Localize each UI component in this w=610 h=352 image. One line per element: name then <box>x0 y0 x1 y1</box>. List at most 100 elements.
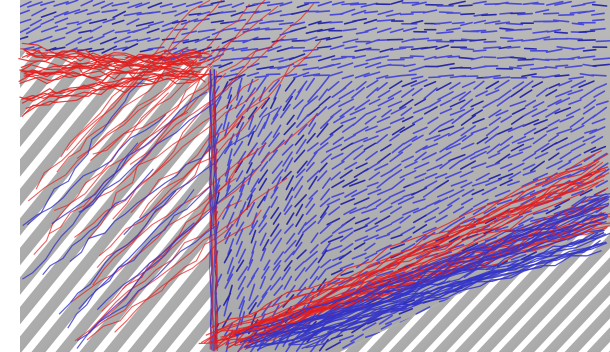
needle <box>517 137 535 145</box>
needle <box>319 197 331 208</box>
needle <box>472 118 485 124</box>
needle <box>220 58 235 62</box>
trail <box>299 232 605 341</box>
needle <box>571 47 585 51</box>
needle <box>389 28 404 34</box>
needle <box>181 30 197 36</box>
needle <box>415 145 428 154</box>
trail <box>22 114 167 227</box>
needle <box>507 162 525 172</box>
needle <box>364 331 381 339</box>
needle <box>459 160 477 170</box>
needle <box>583 146 597 154</box>
needle <box>516 63 535 67</box>
trail <box>205 174 606 336</box>
needle <box>20 0 32 8</box>
needle <box>470 56 484 61</box>
needle <box>74 9 88 15</box>
needle <box>355 81 367 91</box>
trail <box>22 142 139 280</box>
needle <box>297 123 308 136</box>
needle <box>556 128 573 135</box>
needle <box>327 235 344 243</box>
rod <box>20 50 82 352</box>
needle <box>458 4 473 7</box>
needle <box>545 205 561 215</box>
needle <box>459 217 476 225</box>
needle <box>258 107 268 118</box>
needle <box>272 212 282 225</box>
needle <box>247 131 255 146</box>
trail <box>114 205 251 333</box>
needle <box>271 237 283 254</box>
needle <box>352 17 368 23</box>
needle <box>459 98 474 110</box>
needle <box>306 132 316 144</box>
needle <box>218 47 235 52</box>
needle <box>246 187 256 201</box>
needle <box>270 196 278 208</box>
rod <box>122 50 214 352</box>
needle <box>223 300 229 317</box>
needle <box>339 169 353 179</box>
needle <box>342 178 358 188</box>
needle <box>284 157 294 173</box>
needle <box>331 1 345 6</box>
needle <box>28 39 42 45</box>
needle <box>317 268 327 281</box>
needle <box>400 107 413 117</box>
needle <box>268 79 280 93</box>
needle <box>571 196 587 207</box>
needle <box>470 29 487 33</box>
needle <box>111 19 125 25</box>
needle <box>426 163 443 172</box>
needle <box>247 295 259 310</box>
needle <box>161 10 177 15</box>
needle <box>520 251 538 261</box>
trail <box>209 69 215 350</box>
needle <box>558 80 573 87</box>
needle <box>578 80 595 88</box>
needle <box>235 228 244 245</box>
needle <box>268 132 280 147</box>
needle <box>271 160 283 174</box>
needle <box>375 244 392 253</box>
needle <box>541 179 558 188</box>
needle <box>435 214 448 223</box>
needle <box>328 71 343 77</box>
needle <box>554 74 570 78</box>
needle <box>257 169 269 184</box>
needle <box>448 153 466 162</box>
needle <box>546 28 562 33</box>
rod <box>537 220 610 352</box>
needle <box>519 28 532 31</box>
needle <box>521 80 534 90</box>
needle <box>261 131 273 145</box>
needle <box>262 239 270 252</box>
needle <box>542 74 561 79</box>
needle <box>436 62 455 68</box>
needle <box>309 244 319 254</box>
needle <box>286 114 295 125</box>
needle <box>235 104 246 118</box>
needle <box>533 119 548 126</box>
needle <box>281 143 294 156</box>
trail <box>21 74 198 104</box>
needle <box>482 99 498 109</box>
needle <box>548 134 560 142</box>
needle <box>428 125 440 135</box>
needle <box>318 162 328 173</box>
rod <box>493 220 610 352</box>
needle <box>414 151 427 162</box>
needle <box>413 161 430 170</box>
needle <box>448 235 461 243</box>
needle <box>199 54 213 62</box>
needle <box>411 134 424 143</box>
rod <box>471 220 610 352</box>
needle <box>351 9 367 16</box>
needle <box>247 258 254 271</box>
needle <box>127 2 143 9</box>
needle <box>389 133 400 142</box>
needle <box>493 76 511 80</box>
needle <box>238 299 245 318</box>
